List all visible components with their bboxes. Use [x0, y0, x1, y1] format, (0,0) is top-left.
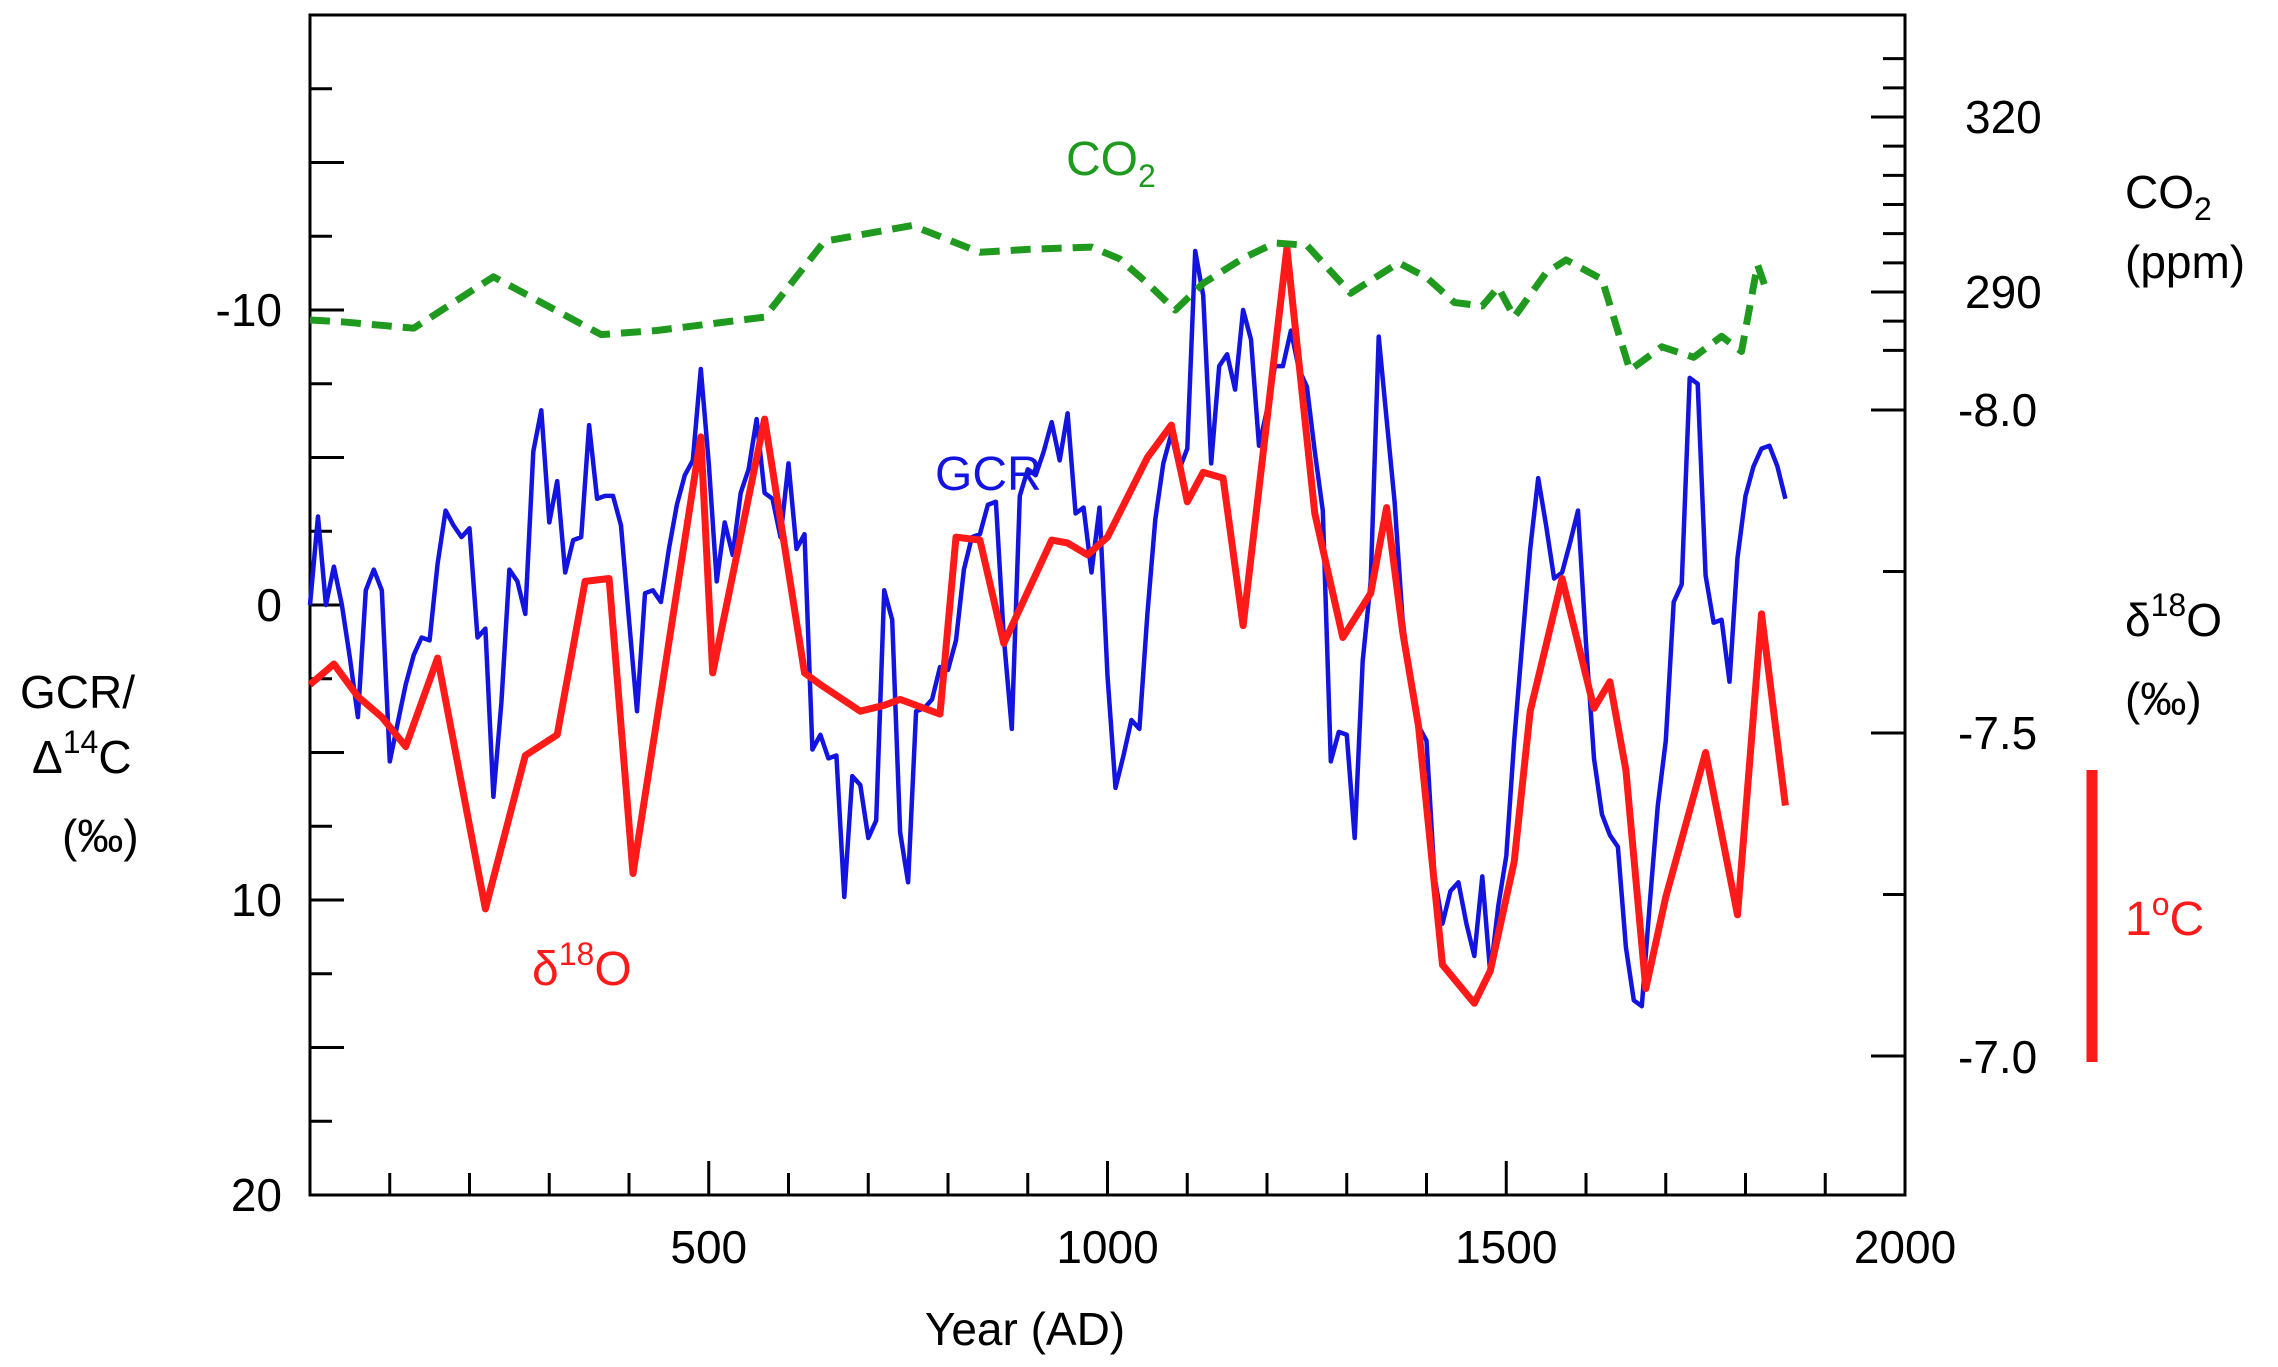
series-label-d18o-tail: O — [594, 943, 631, 996]
scale-bar-label: 1oC — [2125, 886, 2204, 946]
left-y-tick-label: -10 — [216, 284, 282, 336]
left-axis-title: GCR/ Δ14C (‰) — [20, 666, 139, 862]
right-axis-d18o-title-line1: δ18O — [2125, 587, 2222, 646]
left-axis-title-line3: (‰) — [62, 810, 139, 862]
co2-title-base: CO — [2125, 166, 2194, 218]
series-label-d18o: δ18O — [532, 936, 632, 996]
x-tick-label: 2000 — [1854, 1221, 1956, 1273]
series-co2 — [309, 222, 1769, 374]
left-y-tick-label: 10 — [231, 874, 282, 926]
left-y-tick-label: 20 — [231, 1169, 282, 1221]
right-axis-co2-title-line2: (ppm) — [2125, 236, 2245, 288]
right-axis-d18o-title: δ18O (‰) — [2125, 587, 2222, 725]
right-axis-d18o-title-line2: (‰) — [2125, 673, 2202, 725]
d18o-title-delta: δ — [2125, 594, 2151, 646]
x-tick-label: 1000 — [1056, 1221, 1158, 1273]
right-axis-co2-title: CO2 (ppm) — [2125, 166, 2245, 288]
axes: 500 1000 1500 2000 -10 0 10 20 320 290 -8.0 -7.5 -7.… — [216, 13, 2042, 1273]
scale-bar-unit: C — [2170, 893, 2205, 946]
co2-title-sub: 2 — [2194, 191, 2212, 227]
series-label-co2-sub: 2 — [1138, 158, 1156, 194]
x-tick-label: 500 — [670, 1221, 747, 1273]
svg-text:δ18O: δ18O — [532, 936, 632, 996]
svg-text:CO2: CO2 — [1066, 133, 1156, 194]
scale-bar-degree: o — [2152, 886, 2170, 922]
series-label-co2-base: CO — [1066, 133, 1138, 186]
d18o-title-o: O — [2186, 594, 2222, 646]
series-gcr — [307, 248, 1788, 1009]
series-d18o — [307, 244, 1789, 1007]
series-label-d18o-sup: 18 — [559, 936, 595, 972]
right-d18o-tick-label: -8.0 — [1958, 384, 2037, 436]
series-label-gcr: GCR — [935, 448, 1042, 501]
left-axis-title-line1: GCR/ — [20, 666, 135, 718]
scale-bar-one: 1 — [2125, 893, 2152, 946]
series-label-d18o-base: δ — [532, 943, 559, 996]
plot-frame — [308, 13, 1907, 1197]
right-d18o-tick-label: -7.5 — [1958, 707, 2037, 759]
left-axis-title-c: C — [98, 731, 131, 783]
x-axis-title: Year (AD) — [925, 1303, 1125, 1355]
series-label-co2: CO2 — [1066, 133, 1156, 194]
x-tick-label: 1500 — [1455, 1221, 1557, 1273]
right-d18o-tick-label: -7.0 — [1958, 1031, 2037, 1083]
right-co2-tick-label: 320 — [1965, 91, 2042, 143]
left-axis-title-mass: 14 — [63, 724, 99, 760]
right-co2-tick-label: 290 — [1965, 266, 2042, 318]
temperature-scale-bar: 1oC — [2086, 770, 2204, 1062]
right-axis-co2-title-line1: CO2 — [2125, 166, 2212, 227]
left-y-tick-label: 0 — [256, 579, 282, 631]
left-axis-title-line2: Δ14C — [32, 724, 132, 783]
d18o-title-mass: 18 — [2151, 587, 2187, 623]
left-axis-title-delta: Δ — [32, 731, 63, 783]
plot-series — [307, 222, 1789, 1009]
